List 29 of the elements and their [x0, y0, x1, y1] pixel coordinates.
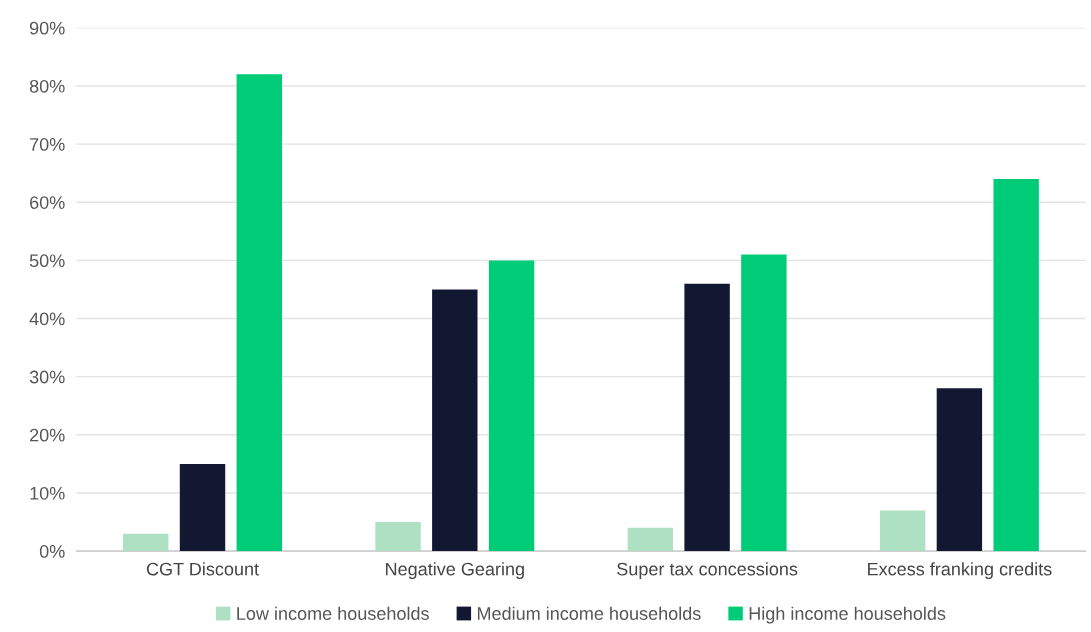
bar [488, 260, 535, 552]
bar [684, 283, 730, 552]
bar [993, 178, 1039, 552]
legend-label: High income households [749, 606, 946, 624]
bar [432, 289, 478, 552]
x-tick-label: Negative Gearing [386, 562, 524, 580]
bar [879, 510, 926, 552]
bar [741, 254, 787, 552]
y-tick-label: 20% [30, 428, 65, 442]
bar [936, 388, 983, 552]
bar [123, 533, 169, 552]
y-tick-label: 90% [29, 21, 65, 35]
y-tick-label: 10% [30, 486, 65, 500]
bar [236, 74, 282, 552]
bar [179, 463, 226, 552]
legend-label: Low income households [237, 606, 429, 620]
x-tick-label: CGT Discount [146, 562, 259, 576]
bar [627, 527, 674, 552]
y-tick-label: 60% [30, 196, 65, 209]
y-tick-label: 0% [39, 545, 65, 558]
y-tick-label: 80% [29, 79, 65, 93]
y-tick-label: 50% [29, 254, 65, 268]
legend-label: Medium income households [477, 606, 701, 620]
x-tick-label: Super tax concessions [617, 562, 798, 580]
bar [375, 522, 421, 552]
x-tick-label: Excess franking credits [868, 562, 1052, 580]
y-tick-label: 30% [29, 370, 65, 384]
y-tick-label: 70% [30, 138, 65, 151]
y-tick-label: 40% [29, 312, 65, 326]
